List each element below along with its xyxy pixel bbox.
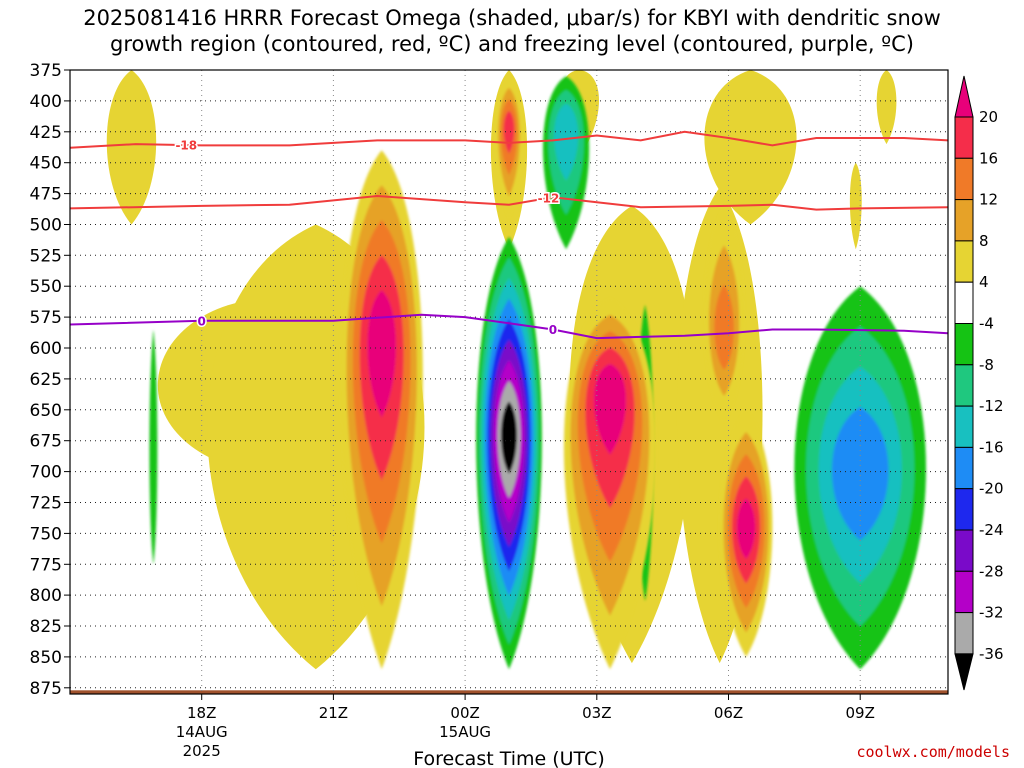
descent-band [501,401,517,474]
colorbar-swatch [954,446,974,490]
x-axis-label: Forecast Time (UTC) [413,748,604,768]
y-tick-label: 425 [30,123,62,143]
colorbar-swatch [954,364,974,407]
colorbar-swatch [954,529,974,572]
colorbar-label: 8 [979,232,989,250]
colorbar-label: -32 [979,604,1004,622]
contour-label: -12 [538,192,560,206]
descent-feature [794,286,927,670]
x-tick-label: 00Z [450,704,479,722]
y-tick-label: 525 [30,246,62,266]
y-tick-label: 550 [30,277,62,297]
temperature-contours: -18 -12 0 0 [70,130,948,340]
colorbar-swatch [954,653,974,691]
descent-feature [543,76,590,250]
contour-label: -18 [175,139,197,153]
ascent-feature [563,298,657,670]
grid-lines [70,69,948,694]
colorbar-swatch [954,281,974,325]
x-tick-label: 03Z [582,704,611,722]
y-tick-label: 875 [30,679,62,699]
ascent-feature [719,409,773,657]
site-credit[interactable]: coolwx.com/models [856,743,1010,761]
y-tick-label: 625 [30,370,62,390]
colorbar-swatch [954,323,974,366]
weak-ascent-region [704,70,797,225]
plot-frame [69,69,949,695]
axes: 375 400 425 450 475 500 525 550 575 600 625 650 675 7… [30,61,949,768]
y-tick-label: 500 [30,216,62,236]
contour-line [70,313,948,340]
x-tick-label: 21Z [319,704,348,722]
x-tick-label: 06Z [714,704,743,722]
y-tick-label: 600 [30,339,62,359]
x-tick-label: 2025 [183,742,221,760]
colorbar-label: 16 [979,149,998,167]
colorbar-label: -8 [979,356,994,374]
ascent-band [593,363,627,455]
descent-band [831,407,889,541]
ascent-band [367,290,397,418]
y-tick-label: 475 [30,185,62,205]
colorbar-label: 12 [979,191,998,209]
y-tick-label: 375 [30,61,62,81]
y-tick-label: 650 [30,401,62,421]
colorbar-swatch [954,116,974,159]
colorbar-label: -20 [979,480,1004,498]
y-tick-label: 850 [30,648,62,668]
y-tick-label: 400 [30,92,62,112]
y-tick-label: 800 [30,586,62,606]
ascent-feature [495,76,523,219]
x-tick-label: 18Z [187,704,216,722]
colorbar-label: -28 [979,562,1004,580]
descent-band [149,329,158,565]
contour-line [70,194,948,211]
omega-colorbar: 20 16 12 8 4 -4 -8 -12 -16 -20 -24 -28 -32 -36 [954,75,1004,691]
chart-title-line-2: growth region (contoured, red, ºC) and f… [110,32,914,56]
x-tick-label: 15AUG [439,723,491,741]
y-tick-label: 675 [30,432,62,452]
colorbar-swatch [954,240,974,283]
ascent-feature [340,150,423,670]
colorbar-swatch [954,157,974,201]
colorbar-swatch [954,75,974,118]
y-tick-label: 575 [30,308,62,328]
contour-line [70,130,948,149]
colorbar-label: 4 [979,273,989,291]
colorbar-label: -12 [979,397,1004,415]
colorbar-label: -4 [979,315,994,333]
y-tick-label: 825 [30,617,62,637]
omega-shaded-field [70,70,948,694]
colorbar-swatch [954,405,974,448]
colorbar-label: -16 [979,438,1004,456]
y-tick-label: 775 [30,555,62,575]
y-tick-label: 750 [30,524,62,544]
colorbar-swatch [954,612,974,655]
y-tick-label: 450 [30,154,62,174]
colorbar-swatch [954,488,974,531]
weak-ascent-region [849,162,862,250]
y-tick-label: 700 [30,463,62,483]
colorbar-label: 20 [979,108,998,126]
ascent-band [736,498,756,559]
chart-title-line-1: 2025081416 HRRR Forecast Omega (shaded, … [83,6,941,30]
weak-ascent-region [876,70,897,145]
contour-label: 0 [198,314,206,328]
ascent-feature [704,205,744,423]
descent-feature [149,329,158,565]
x-tick-label: 09Z [846,704,875,722]
colorbar-swatch [954,570,974,614]
colorbar-label: -24 [979,521,1004,539]
descent-feature [476,236,542,670]
descent-band [554,103,579,181]
colorbar-label: -36 [979,645,1004,663]
ascent-band [714,284,734,370]
weak-ascent-region [106,70,157,225]
contour-label: 0 [549,323,557,337]
y-tick-label: 725 [30,494,62,514]
colorbar-swatch [954,199,974,242]
ground-surface [70,690,948,694]
x-tick-label: 14AUG [176,723,228,741]
